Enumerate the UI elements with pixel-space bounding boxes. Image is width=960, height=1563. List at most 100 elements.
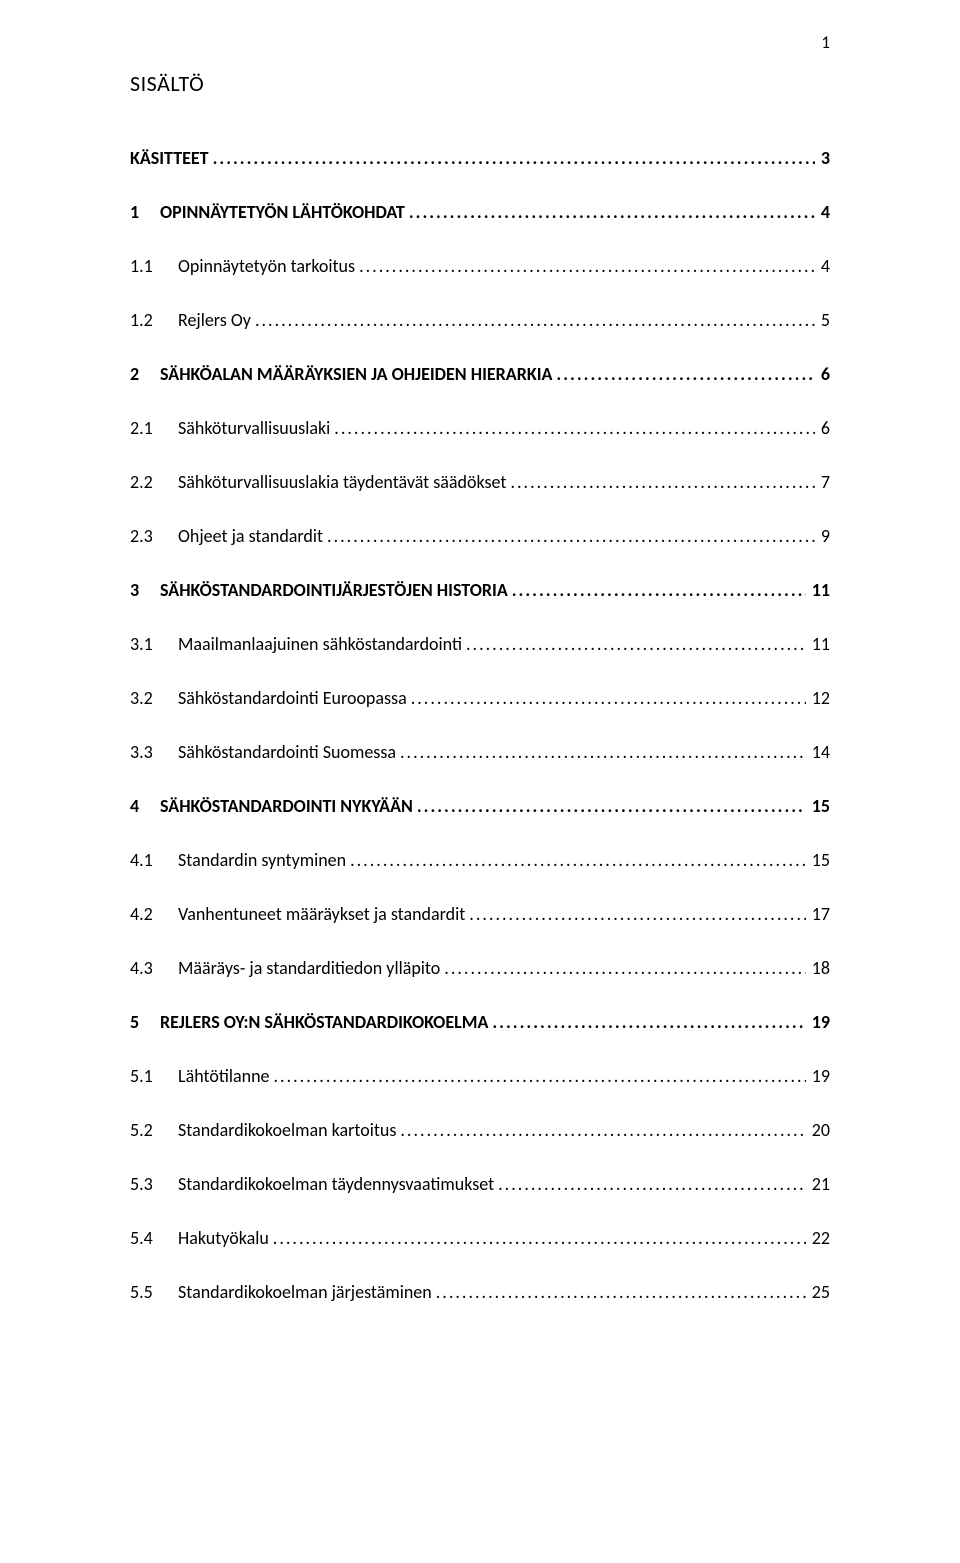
toc-entry: 1.2Rejlers Oy...........................… [130,309,830,331]
toc-leader-dots: ........................................… [413,795,806,817]
toc-entry: 5.5Standardikokoelman järjestäminen.....… [130,1281,830,1303]
toc-entry-label: Ohjeet ja standardit [178,525,323,547]
toc-list: KÄSITTEET...............................… [130,147,830,1303]
toc-entry-page: 15 [806,795,830,817]
toc-entry: 3.3Sähköstandardointi Suomessa..........… [130,741,830,763]
toc-entry-label: Standardikokoelman kartoitus [178,1119,396,1141]
toc-leader-dots: ........................................… [432,1281,806,1303]
toc-entry-number: 4.2 [130,903,178,925]
toc-entry-label: Hakutyökalu [178,1227,269,1249]
toc-entry: 4SÄHKÖSTANDARDOINTI NYKYÄÄN.............… [130,795,830,817]
toc-leader-dots: ........................................… [508,579,806,601]
toc-entry-number: 4 [130,795,160,817]
toc-entry-number: 4.1 [130,849,178,871]
toc-title: SISÄLTÖ [130,70,830,97]
toc-entry-number: 3.3 [130,741,178,763]
toc-entry: 3.2Sähköstandardointi Euroopassa........… [130,687,830,709]
toc-entry-page: 7 [815,471,830,493]
toc-entry-number: 5 [130,1011,160,1033]
toc-entry-label: Vanhentuneet määräykset ja standardit [178,903,465,925]
toc-entry: 2.3Ohjeet ja standardit.................… [130,525,830,547]
toc-entry-page: 19 [806,1065,830,1087]
toc-entry: 5.3Standardikokoelman täydennysvaatimuks… [130,1173,830,1195]
toc-leader-dots: ........................................… [462,633,806,655]
toc-entry-page: 4 [815,255,830,277]
toc-leader-dots: ........................................… [465,903,805,925]
toc-entry-page: 14 [806,741,830,763]
toc-entry-page: 11 [806,579,830,601]
toc-leader-dots: ........................................… [323,525,815,547]
toc-entry-label: SÄHKÖALAN MÄÄRÄYKSIEN JA OHJEIDEN HIERAR… [160,363,552,385]
toc-entry-number: 2.2 [130,471,178,493]
toc-leader-dots: ........................................… [330,417,815,439]
toc-leader-dots: ........................................… [552,363,814,385]
toc-leader-dots: ........................................… [355,255,815,277]
toc-leader-dots: ........................................… [506,471,814,493]
toc-entry-number: 2.3 [130,525,178,547]
toc-entry-label: Sähköstandardointi Euroopassa [178,687,407,709]
toc-entry-label: OPINNÄYTETYÖN LÄHTÖKOHDAT [160,201,405,223]
toc-entry-page: 11 [806,633,830,655]
toc-entry-page: 3 [815,147,830,169]
toc-entry-page: 21 [806,1173,830,1195]
toc-entry-page: 9 [815,525,830,547]
toc-entry: 2.2Sähköturvallisuuslakia täydentävät sä… [130,471,830,493]
toc-entry-number: 3.1 [130,633,178,655]
toc-entry-label: REJLERS OY:N SÄHKÖSTANDARDIKOKOELMA [160,1011,488,1033]
toc-leader-dots: ........................................… [396,741,806,763]
toc-entry-label: Standardikokoelman täydennysvaatimukset [178,1173,494,1195]
toc-leader-dots: ........................................… [346,849,806,871]
toc-entry-page: 17 [806,903,830,925]
toc-entry-page: 4 [815,201,830,223]
toc-entry-label: Standardikokoelman järjestäminen [178,1281,432,1303]
toc-entry-number: 5.1 [130,1065,178,1087]
toc-entry: 5.2Standardikokoelman kartoitus.........… [130,1119,830,1141]
toc-leader-dots: ........................................… [209,147,815,169]
toc-entry-label: Maailmanlaajuinen sähköstandardointi [178,633,462,655]
toc-entry-label: Määräys- ja standarditiedon ylläpito [178,957,440,979]
toc-entry-label: Lähtötilanne [178,1065,269,1087]
toc-entry: 1.1Opinnäytetyön tarkoitus..............… [130,255,830,277]
toc-entry: 4.2Vanhentuneet määräykset ja standardit… [130,903,830,925]
toc-entry-label: Sähköstandardointi Suomessa [178,741,396,763]
toc-entry-label: Opinnäytetyön tarkoitus [178,255,355,277]
toc-entry: 2SÄHKÖALAN MÄÄRÄYKSIEN JA OHJEIDEN HIERA… [130,363,830,385]
toc-entry-page: 5 [815,309,830,331]
toc-entry-number: 1.2 [130,309,178,331]
toc-entry-number: 5.5 [130,1281,178,1303]
toc-entry-label: SÄHKÖSTANDARDOINTI NYKYÄÄN [160,795,413,817]
toc-leader-dots: ........................................… [251,309,815,331]
toc-leader-dots: ........................................… [407,687,806,709]
toc-entry-number: 2.1 [130,417,178,439]
toc-entry-number: 5.2 [130,1119,178,1141]
toc-entry: 5REJLERS OY:N SÄHKÖSTANDARDIKOKOELMA....… [130,1011,830,1033]
toc-entry-page: 6 [815,417,830,439]
toc-entry: 3.1Maailmanlaajuinen sähköstandardointi.… [130,633,830,655]
toc-entry: 3SÄHKÖSTANDARDOINTIJÄRJESTÖJEN HISTORIA.… [130,579,830,601]
toc-leader-dots: ........................................… [494,1173,806,1195]
toc-entry-label: Standardin syntyminen [178,849,346,871]
toc-entry-number: 2 [130,363,160,385]
toc-entry-number: 3.2 [130,687,178,709]
toc-entry: 1OPINNÄYTETYÖN LÄHTÖKOHDAT..............… [130,201,830,223]
toc-entry: 4.1Standardin syntyminen................… [130,849,830,871]
toc-entry-label: Rejlers Oy [178,309,251,331]
toc-entry-number: 5.3 [130,1173,178,1195]
toc-entry-label: Sähköturvallisuuslakia täydentävät säädö… [178,471,506,493]
toc-entry-number: 3 [130,579,160,601]
toc-leader-dots: ........................................… [405,201,815,223]
toc-entry-label: SÄHKÖSTANDARDOINTIJÄRJESTÖJEN HISTORIA [160,579,508,601]
toc-entry: 5.4Hakutyökalu..........................… [130,1227,830,1249]
toc-entry: 2.1Sähköturvallisuuslaki................… [130,417,830,439]
toc-entry-page: 19 [806,1011,830,1033]
toc-leader-dots: ........................................… [440,957,805,979]
toc-entry: 4.3Määräys- ja standarditiedon ylläpito.… [130,957,830,979]
toc-entry-number: 1 [130,201,160,223]
toc-entry-page: 25 [806,1281,830,1303]
toc-entry-number: 4.3 [130,957,178,979]
toc-entry-page: 20 [806,1119,830,1141]
toc-entry-number: 1.1 [130,255,178,277]
toc-leader-dots: ........................................… [396,1119,805,1141]
toc-entry-page: 12 [806,687,830,709]
toc-entry-page: 18 [806,957,830,979]
